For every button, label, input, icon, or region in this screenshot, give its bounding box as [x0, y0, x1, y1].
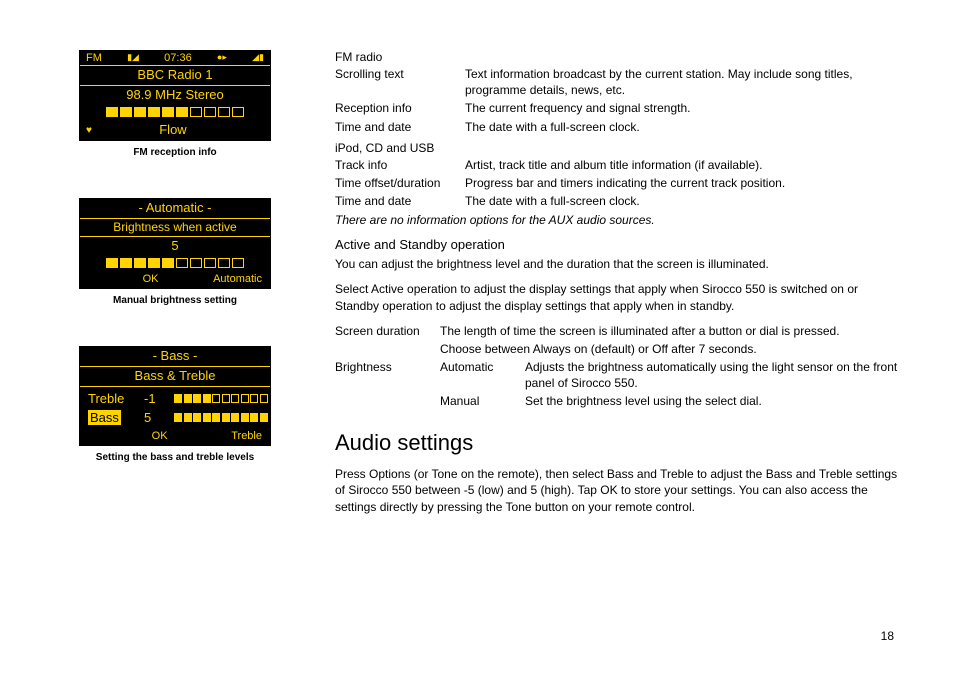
bass-value: 5: [144, 410, 168, 425]
fm-heading: FM radio: [335, 50, 904, 64]
audio-settings-heading: Audio settings: [335, 430, 904, 456]
signal-icon: ▮◢: [127, 52, 139, 64]
brightness-header: - Automatic -: [80, 199, 270, 218]
screen-duration-desc2: Choose between Always on (default) or Of…: [440, 341, 904, 357]
ipod-heading: iPod, CD and USB: [335, 141, 904, 155]
treble-bar: [174, 394, 268, 403]
active-intro1: You can adjust the brightness level and …: [335, 256, 904, 273]
active-heading: Active and Standby operation: [335, 237, 904, 252]
definition-row: Scrolling textText information broadcast…: [335, 66, 904, 98]
brightness-value: 5: [80, 237, 270, 256]
definition-row: Time and dateThe date with a full-screen…: [335, 193, 904, 209]
signal-bar: [80, 105, 270, 121]
brightness-term: Brightness: [335, 359, 440, 391]
status-time: 07:36: [164, 52, 192, 64]
definition-term: Track info: [335, 157, 465, 173]
alarm-icon: ●▸: [217, 52, 227, 64]
screen-duration-term: Screen duration: [335, 323, 440, 339]
ok-label: OK: [152, 430, 168, 442]
heart-icon: ♥: [86, 124, 92, 137]
lcd-fm-reception: FM ▮◢ 07:36 ●▸ ◢▮ BBC Radio 1 98.9 MHz S…: [79, 50, 271, 141]
fm-mode: FM: [86, 52, 102, 64]
definition-desc: The date with a full-screen clock.: [465, 119, 904, 135]
brightness-auto-desc: Adjusts the brightness automatically usi…: [525, 359, 904, 391]
bass-header: - Bass -: [80, 347, 270, 366]
treble-label: Treble: [88, 391, 138, 406]
frequency: 98.9 MHz Stereo: [80, 86, 270, 105]
definition-term: Scrolling text: [335, 66, 465, 98]
definition-desc: Artist, track title and album title info…: [465, 157, 904, 173]
brightness-manual-desc: Set the brightness level using the selec…: [525, 393, 904, 409]
aux-note: There are no information options for the…: [335, 213, 904, 227]
lcd-brightness: - Automatic - Brightness when active 5 O…: [79, 198, 271, 289]
caption-brightness: Manual brightness setting: [50, 295, 300, 306]
brightness-bar: [80, 256, 270, 272]
active-intro2: Select Active operation to adjust the di…: [335, 281, 904, 315]
definition-row: Reception infoThe current frequency and …: [335, 100, 904, 116]
definition-term: Time and date: [335, 119, 465, 135]
definition-term: Time offset/duration: [335, 175, 465, 191]
definition-term: Reception info: [335, 100, 465, 116]
audio-settings-paragraph: Press Options (or Tone on the remote), t…: [335, 466, 904, 516]
page-number: 18: [881, 629, 894, 643]
treble-nav-label: Treble: [231, 430, 262, 442]
definition-row: Time offset/durationProgress bar and tim…: [335, 175, 904, 191]
caption-bass: Setting the bass and treble levels: [50, 452, 300, 463]
automatic-label: Automatic: [213, 273, 262, 285]
definition-desc: Text information broadcast by the curren…: [465, 66, 904, 98]
definition-desc: Progress bar and timers indicating the c…: [465, 175, 904, 191]
station-name: BBC Radio 1: [80, 66, 270, 85]
definition-row: Track infoArtist, track title and album …: [335, 157, 904, 173]
definition-desc: The date with a full-screen clock.: [465, 193, 904, 209]
lcd-bass-treble: - Bass - Bass & Treble Treble -1 Bass 5 …: [79, 346, 271, 446]
treble-value: -1: [144, 391, 168, 406]
brightness-manual-label: Manual: [440, 393, 525, 409]
bass-title: Bass & Treble: [80, 367, 270, 386]
definition-term: Time and date: [335, 193, 465, 209]
flow-label: Flow: [159, 122, 186, 139]
brightness-auto-label: Automatic: [440, 359, 525, 391]
screen-duration-desc1: The length of time the screen is illumin…: [440, 323, 904, 339]
brightness-title: Brightness when active: [80, 219, 270, 237]
battery-icon: ◢▮: [252, 52, 264, 64]
definition-desc: The current frequency and signal strengt…: [465, 100, 904, 116]
definition-row: Time and dateThe date with a full-screen…: [335, 119, 904, 135]
bass-bar: [174, 413, 268, 422]
bass-label: Bass: [88, 410, 121, 425]
ok-label: OK: [143, 273, 159, 285]
caption-fm: FM reception info: [50, 147, 300, 158]
